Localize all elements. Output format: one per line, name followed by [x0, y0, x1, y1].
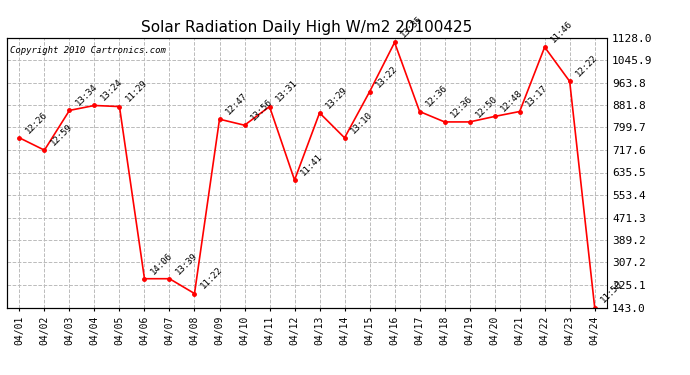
Text: 11:29: 11:29	[124, 78, 149, 104]
Text: 12:26: 12:26	[23, 110, 49, 135]
Text: 12:36: 12:36	[424, 83, 449, 109]
Text: 12:36: 12:36	[448, 94, 474, 119]
Text: 13:34: 13:34	[74, 82, 99, 108]
Text: 13:56: 13:56	[248, 97, 274, 123]
Text: 11:22: 11:22	[199, 266, 224, 291]
Text: 13:17: 13:17	[524, 83, 549, 109]
Text: 12:47: 12:47	[224, 91, 249, 116]
Text: 13:31: 13:31	[274, 78, 299, 104]
Text: 13:10: 13:10	[348, 110, 374, 135]
Text: 12:50: 12:50	[474, 94, 499, 119]
Text: 13:29: 13:29	[324, 85, 349, 110]
Text: 12:22: 12:22	[574, 53, 599, 79]
Text: 12:48: 12:48	[499, 88, 524, 114]
Title: Solar Radiation Daily High W/m2 20100425: Solar Radiation Daily High W/m2 20100425	[141, 20, 473, 35]
Text: 13:35: 13:35	[399, 14, 424, 40]
Text: 11:46: 11:46	[549, 19, 574, 44]
Text: 11:50: 11:50	[599, 279, 624, 305]
Text: 13:22: 13:22	[374, 64, 399, 89]
Text: 14:06: 14:06	[148, 251, 174, 276]
Text: 12:59: 12:59	[48, 122, 74, 147]
Text: 13:39: 13:39	[174, 251, 199, 276]
Text: 11:41: 11:41	[299, 152, 324, 177]
Text: Copyright 2010 Cartronics.com: Copyright 2010 Cartronics.com	[10, 46, 166, 55]
Text: 13:24: 13:24	[99, 77, 124, 103]
